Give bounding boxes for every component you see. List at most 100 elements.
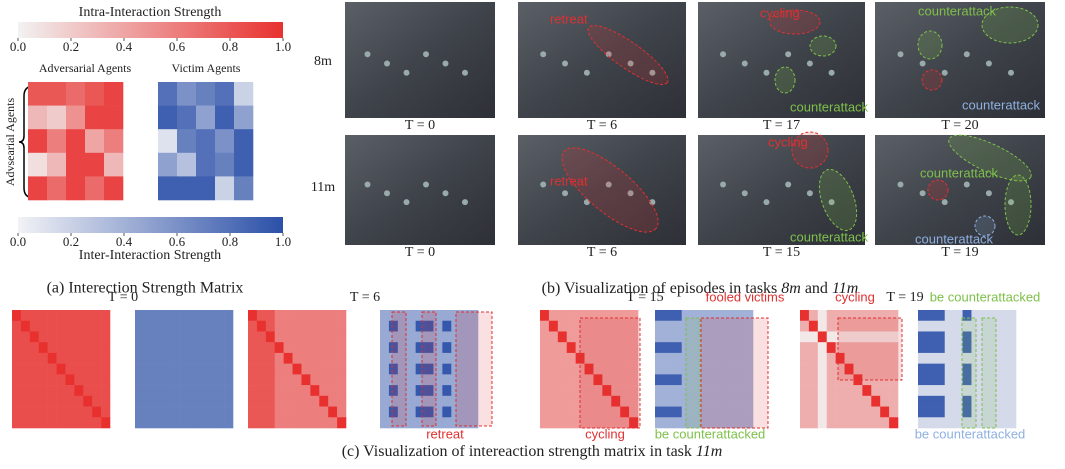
matrix-cell [945,331,954,342]
tick-label: 0.8 [222,39,238,54]
matrix-cell [83,310,92,321]
matrix-cell [809,374,818,385]
matrix-cell [540,331,549,342]
annotation: cycling [585,426,625,441]
matrix-cell [664,407,673,418]
matrix-cell [800,396,809,407]
matrix-cell [998,364,1007,375]
heatmap-cell [66,176,85,200]
matrix-cell [800,310,809,321]
matrix-cell [135,385,144,396]
matrix-cell [144,417,153,428]
matrix-cell [954,353,963,364]
matrix-cell [74,321,83,332]
matrix-cell [540,342,549,353]
matrix-cell [827,374,836,385]
matrix-cell [65,321,74,332]
matrix-cell [171,364,180,375]
matrix-cell [180,385,189,396]
annotation: be counterattacked [655,426,766,441]
matrix-cell [664,385,673,396]
highlight [775,67,795,93]
matrix-cell [809,385,818,396]
matrix-cell [65,385,74,396]
matrix-cell [407,396,416,407]
matrix-cell [180,374,189,385]
matrix-cell [540,385,549,396]
matrix-cell [800,385,809,396]
matrix-cell [380,342,389,353]
matrix-cell [927,396,936,407]
matrix-cell [827,310,836,321]
matrix-cell [293,385,302,396]
matrix-cell [800,374,809,385]
matrix-cell [954,407,963,418]
matrix-cell [135,396,144,407]
matrix-cell [319,364,328,375]
matrix-cell [153,321,162,332]
matrix-cell [162,407,171,418]
matrix-cell [48,353,57,364]
matrix-cell [12,417,21,428]
matrix-cell [328,342,337,353]
matrix-cell [845,417,854,428]
matrix-cell [180,353,189,364]
matrix-cell [83,407,92,418]
matrix-cell [101,374,110,385]
matrix-cell [998,331,1007,342]
matrix-cell [92,353,101,364]
heatmap-cell [215,106,234,130]
heatmap-cell [28,82,47,106]
heatmap-cell [47,176,66,200]
matrix-cell [845,385,854,396]
matrix-cell [257,417,266,428]
matrix-cell [12,310,21,321]
matrix-cell [664,353,673,364]
matrix-cell [664,396,673,407]
task-label: 8m [314,54,332,69]
matrix-cell [144,321,153,332]
matrix-cell [74,331,83,342]
matrix-cell [266,321,275,332]
matrix-cell [74,417,83,428]
matrix-cell [927,374,936,385]
matrix-cell [248,407,257,418]
tick-label: 0.6 [169,39,186,54]
matrix-cell [673,364,682,375]
heatmap-cell [234,176,253,200]
matrix-cell [328,407,337,418]
matrix-cell [818,342,827,353]
heatmap-cell [158,153,177,177]
matrix-cell [266,417,275,428]
heatmap-cell [158,82,177,106]
tick-label: 0.0 [10,234,26,249]
matrix-cell [92,407,101,418]
matrix-cell [540,364,549,375]
matrix-cell [936,364,945,375]
matrix-cell [275,385,284,396]
heatmap-cell [177,106,196,130]
time-label: T = 6 [587,245,617,260]
matrix-cell [818,417,827,428]
matrix-cell [293,331,302,342]
matrix-cell [549,417,558,428]
matrix-cell [954,321,963,332]
matrix-cell [1007,396,1016,407]
matrix-cell [442,353,451,364]
matrix-cell [48,331,57,342]
matrix-cell [74,310,83,321]
matrix-cell [180,417,189,428]
matrix-cell [319,417,328,428]
matrix-cell [57,407,66,418]
matrix-cell [248,342,257,353]
matrix-cell [12,331,21,342]
matrix-cell [12,396,21,407]
matrix-cell [945,342,954,353]
matrix-cell [337,417,346,428]
heatmap-cell [66,153,85,177]
matrix-cell [540,310,549,321]
matrix-cell [301,385,310,396]
matrix-cell [664,321,673,332]
matrix-cell [74,396,83,407]
heatmap-cell [234,129,253,153]
